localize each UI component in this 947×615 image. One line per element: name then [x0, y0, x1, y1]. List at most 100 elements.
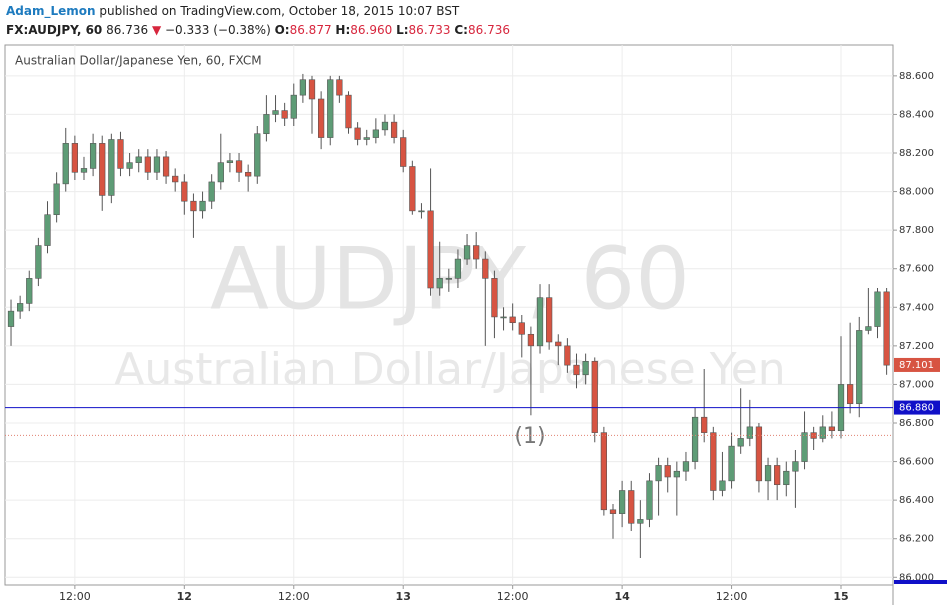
candle-body: [664, 465, 671, 478]
candle-body: [190, 200, 197, 212]
candle-body: [62, 143, 69, 185]
y-tick-label: 88.400: [899, 109, 934, 120]
candle-body: [381, 121, 389, 131]
candle-body: [17, 303, 24, 312]
candle-body: [810, 432, 817, 439]
y-tick-label: 87.400: [899, 302, 934, 313]
y-tick-label: 88.600: [899, 71, 934, 82]
candle-body: [108, 139, 115, 196]
candle-body: [819, 426, 826, 439]
header-line-2: FX:AUDJPY, 60 86.736 ▼ −0.333 (−0.38%) O…: [6, 21, 510, 40]
author[interactable]: Adam_Lemon: [6, 4, 96, 18]
low-label: L:: [396, 23, 409, 37]
y-tick-label: 86.000: [899, 572, 934, 583]
annotation: (1): [514, 424, 545, 449]
candle-body: [35, 245, 42, 279]
candle-body: [445, 278, 452, 280]
candle-body: [263, 114, 270, 135]
candle-body: [655, 465, 662, 482]
candle-body: [463, 245, 471, 260]
watermark-subtitle: Australian Dollar/Japanese Yen: [114, 344, 785, 395]
candle-body: [436, 278, 443, 289]
candle-body: [774, 465, 781, 486]
candle-body: [199, 200, 206, 212]
candle-body: [618, 490, 626, 514]
candle-body: [637, 519, 644, 524]
candle-body: [646, 480, 653, 520]
candle-body: [135, 156, 142, 163]
candle-body: [390, 121, 398, 138]
close-label: C:: [454, 23, 468, 37]
candle-body: [53, 183, 60, 216]
candle-body: [427, 210, 434, 289]
x-tick-label: 12:00: [497, 590, 529, 603]
candle-body: [44, 214, 51, 246]
legend: Australian Dollar/Japanese Yen, 60, FXCM: [15, 54, 262, 68]
candle-body: [89, 143, 97, 169]
candle-body: [536, 297, 544, 347]
candle-body: [226, 160, 234, 163]
candle-body: [591, 360, 598, 433]
axis-floor-marker: [894, 580, 947, 584]
candle-body: [299, 79, 307, 96]
candle-body: [728, 445, 735, 482]
x-tick-label: 12:00: [59, 590, 91, 603]
candle-body: [509, 316, 516, 324]
candle-body: [847, 384, 854, 405]
candle-body: [363, 137, 370, 140]
price-label-bg: [894, 357, 940, 372]
x-tick-label: 13: [396, 590, 411, 603]
candle-body: [564, 345, 571, 366]
candle-body: [80, 168, 88, 173]
high-label: H:: [335, 23, 351, 37]
x-tick-label: 12:00: [278, 590, 310, 603]
header: Adam_Lemon published on TradingView.com,…: [6, 2, 510, 40]
candle-body: [764, 465, 772, 482]
grid: [5, 45, 893, 585]
candle-body: [217, 162, 224, 183]
x-tick-label: 12:00: [716, 590, 748, 603]
candle-body: [582, 360, 589, 376]
candle-body: [609, 509, 617, 514]
open: 86.877: [289, 23, 332, 37]
candle-body: [691, 416, 699, 462]
candle-body: [327, 79, 334, 138]
candle-body: [99, 143, 106, 196]
candle-body: [245, 171, 252, 177]
candle-body: [454, 258, 462, 279]
candle-body: [117, 139, 124, 169]
candle-body: [527, 333, 535, 347]
candle-body: [272, 110, 279, 115]
y-tick-label: 86.400: [899, 495, 934, 506]
candles: [7, 73, 890, 558]
low: 86.733: [408, 23, 451, 37]
candle-body: [336, 79, 343, 96]
price-label: 87.101: [899, 360, 934, 371]
candle-body: [746, 426, 753, 439]
candle-body: [500, 316, 507, 319]
x-tick-label: 14: [614, 590, 630, 603]
candle-body: [865, 326, 872, 331]
high: 86.960: [350, 23, 393, 37]
candle-body: [792, 461, 799, 472]
candle-body: [755, 426, 763, 482]
symbol: FX:AUDJPY, 60: [6, 23, 103, 37]
candle-body: [856, 330, 863, 405]
y-tick-label: 87.000: [899, 379, 934, 390]
close: 86.736: [467, 23, 510, 37]
candle-body: [518, 322, 525, 335]
candle-body: [126, 162, 133, 169]
candle-body: [71, 143, 78, 173]
header-line-1: Adam_Lemon published on TradingView.com,…: [6, 2, 510, 21]
candle-body: [555, 341, 562, 347]
candle-body: [153, 156, 161, 173]
candle-body: [208, 181, 215, 202]
price-label-bg: [894, 400, 940, 415]
candle-body: [144, 156, 151, 173]
candle-body: [710, 432, 717, 491]
candle-body: [482, 258, 489, 279]
candle-body: [162, 156, 170, 177]
y-tick-label: 87.600: [899, 264, 934, 275]
